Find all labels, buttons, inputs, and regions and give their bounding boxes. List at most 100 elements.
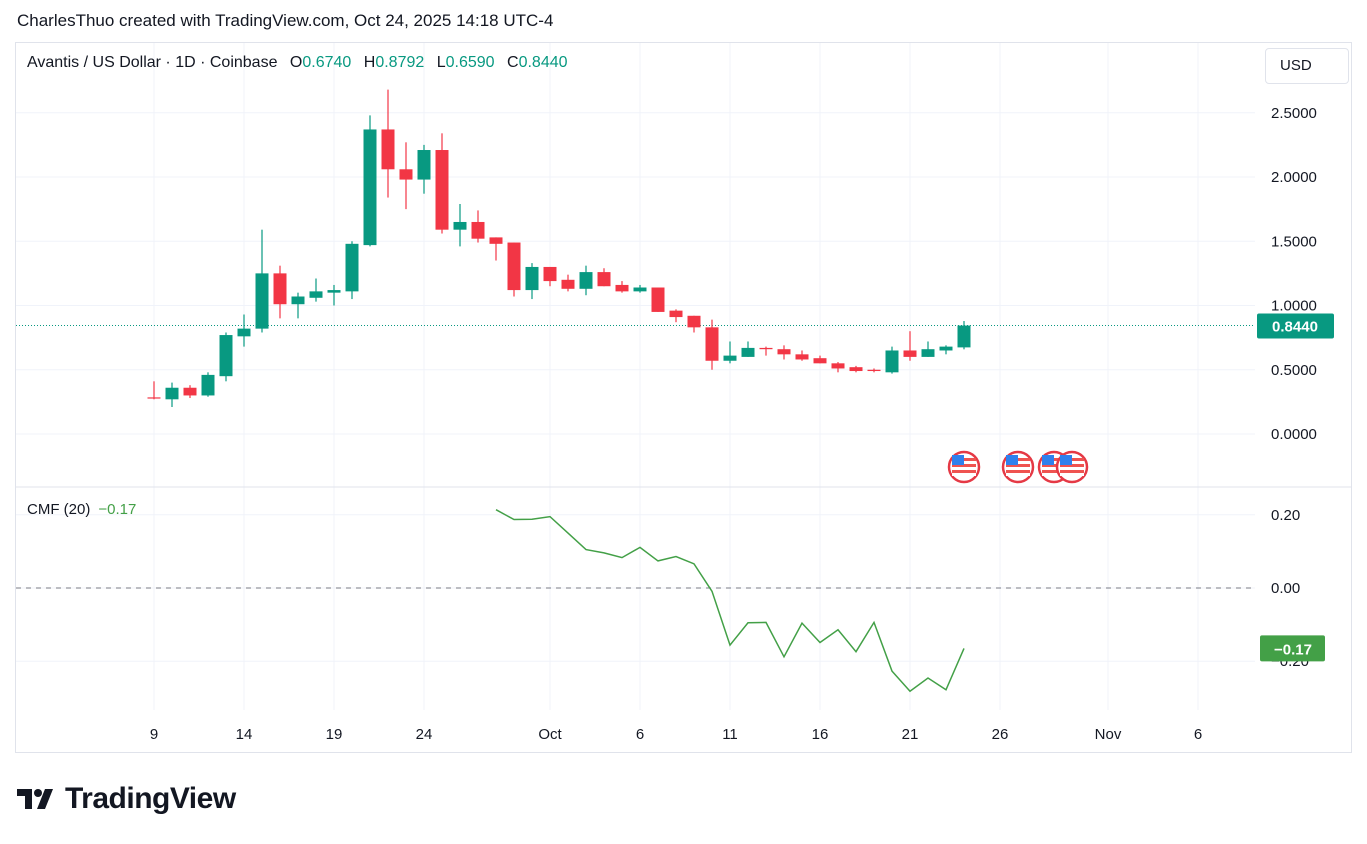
us-event-flag-icon xyxy=(1001,450,1035,484)
x-tick-label: 24 xyxy=(416,726,433,743)
x-tick-label: 6 xyxy=(1194,726,1202,743)
candle-body xyxy=(795,354,809,360)
candle xyxy=(885,346,899,374)
candle-body xyxy=(921,349,935,357)
candle xyxy=(525,263,539,300)
candle xyxy=(489,237,503,261)
candle xyxy=(723,341,737,364)
candle-body xyxy=(705,327,719,361)
x-tick-label: Oct xyxy=(538,726,562,743)
candle xyxy=(381,89,395,198)
logo-text: TradingView xyxy=(65,782,236,815)
candle xyxy=(183,385,197,399)
candle xyxy=(705,319,719,370)
candle-body xyxy=(741,347,755,357)
flag-stripe xyxy=(1060,464,1084,467)
candle xyxy=(147,381,161,400)
candle-body xyxy=(165,387,179,400)
candle-body xyxy=(651,287,665,312)
candle xyxy=(903,331,917,361)
currency-button[interactable]: USD xyxy=(1265,48,1349,84)
cmf-name[interactable]: CMF (20) xyxy=(27,501,91,518)
candle xyxy=(345,241,359,300)
tradingview-logo[interactable]: TradingView xyxy=(17,782,236,816)
x-tick-label: 14 xyxy=(236,726,253,743)
candle xyxy=(471,210,485,243)
cmf-legend: CMF (20) −0.17 xyxy=(27,501,136,518)
high-label: H xyxy=(363,54,376,71)
candle-body xyxy=(723,355,737,361)
x-tick-label: 9 xyxy=(150,726,158,743)
candle xyxy=(687,315,701,333)
tradingview-logo-icon xyxy=(17,789,53,809)
symbol-title[interactable]: Avantis / US Dollar · 1D · Coinbase xyxy=(27,54,278,71)
price-tick-label: 2.5000 xyxy=(1271,105,1317,122)
candle-body xyxy=(849,367,863,372)
price-tick-label: 1.5000 xyxy=(1271,233,1317,250)
x-tick-label: 16 xyxy=(812,726,829,743)
close-value: 0.8440 xyxy=(518,54,568,71)
candle-body xyxy=(597,272,611,287)
candle xyxy=(813,355,827,364)
candle-body xyxy=(831,363,845,369)
candle xyxy=(327,284,341,306)
flag-canton xyxy=(952,455,964,465)
flag-stripe xyxy=(952,470,976,473)
cmf-tick-label: 0.00 xyxy=(1271,580,1300,597)
flag-stripe xyxy=(1042,464,1066,467)
candle-body xyxy=(273,273,287,305)
candle xyxy=(921,341,935,357)
close-label: C xyxy=(507,54,519,71)
candle-body xyxy=(885,350,899,373)
candle-body xyxy=(363,129,377,246)
open-label: O xyxy=(289,54,303,71)
candle-body xyxy=(291,296,305,305)
candle xyxy=(165,382,179,408)
candle-body xyxy=(381,129,395,170)
candle-body xyxy=(399,169,413,180)
candle xyxy=(651,287,665,312)
candle xyxy=(417,144,431,194)
candle xyxy=(579,265,593,296)
candle xyxy=(615,281,629,293)
candle-body xyxy=(867,369,881,372)
candle-body xyxy=(615,284,629,292)
candle-body xyxy=(201,374,215,396)
candle xyxy=(507,242,521,297)
candle-body xyxy=(309,291,323,298)
flag-stripe xyxy=(952,464,976,467)
candle xyxy=(309,278,323,302)
chart-frame xyxy=(15,42,1352,753)
x-tick-label: 6 xyxy=(636,726,644,743)
candle xyxy=(363,115,377,247)
candle xyxy=(435,133,449,234)
x-tick-label: 11 xyxy=(722,726,738,743)
candle-body xyxy=(507,242,521,291)
cmf-value-label: −0.17 xyxy=(1274,641,1312,658)
us-event-flag-icon xyxy=(947,450,981,484)
candle-body xyxy=(777,349,791,355)
candle-body xyxy=(561,279,575,289)
cmf-line xyxy=(495,509,965,693)
candle-body xyxy=(471,221,485,239)
candle-body xyxy=(903,350,917,357)
x-tick-label: 26 xyxy=(992,726,1009,743)
candle xyxy=(399,142,413,210)
candle-body xyxy=(543,266,557,282)
symbol-legend: Avantis / US Dollar · 1D · Coinbase O0.6… xyxy=(27,54,568,72)
chart-credit: CharlesThuo created with TradingView.com… xyxy=(17,11,554,30)
candle xyxy=(939,345,953,355)
candle xyxy=(219,332,233,382)
flag-canton xyxy=(1060,455,1072,465)
price-tick-label: 2.0000 xyxy=(1271,169,1317,186)
low-label: L xyxy=(436,54,446,71)
flag-stripe xyxy=(1006,470,1030,473)
price-tick-label: 0.5000 xyxy=(1271,362,1317,379)
flag-stripe xyxy=(1006,464,1030,467)
candle-body xyxy=(633,287,647,292)
flag-canton xyxy=(1006,455,1018,465)
x-tick-label: Nov xyxy=(1095,726,1122,743)
candle-body xyxy=(183,387,197,396)
price-tick-label: 0.0000 xyxy=(1271,426,1317,443)
